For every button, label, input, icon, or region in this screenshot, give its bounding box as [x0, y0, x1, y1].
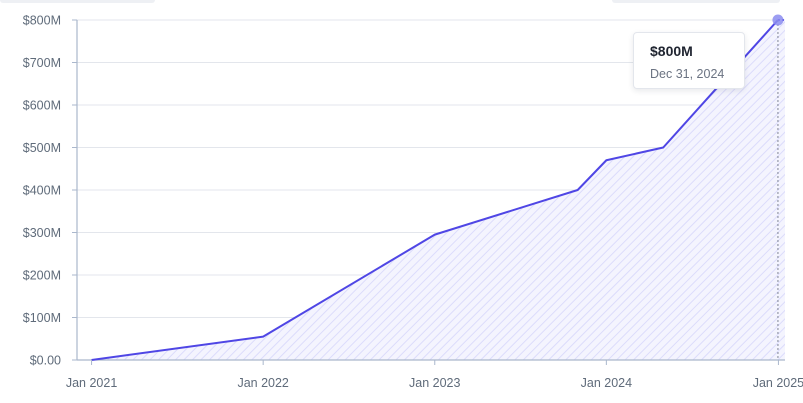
y-tick-label: $500M — [23, 141, 61, 155]
y-tick-label: $200M — [23, 269, 61, 283]
y-tick-label: $700M — [23, 56, 61, 70]
tooltip-date: Dec 31, 2024 — [650, 67, 725, 81]
highlight-layer — [772, 14, 785, 360]
y-tick-label: $600M — [23, 99, 61, 113]
y-tick-label: $300M — [23, 226, 61, 240]
x-tick-label: Jan 2025 — [753, 376, 803, 390]
highlight-point — [772, 14, 784, 26]
x-tick-label: Jan 2021 — [66, 376, 117, 390]
top-left-header-fragment — [0, 0, 155, 3]
area-fill-layer — [91, 20, 785, 360]
tooltip-value: $800M — [650, 43, 693, 59]
y-tick-label: $0.00 — [30, 354, 61, 368]
y-axis-ticks: $0.00 $100M $200M $300M $400M $500M $600M $700M… — [23, 14, 77, 368]
y-tick-label: $400M — [23, 184, 61, 198]
y-tick-label: $100M — [23, 311, 61, 325]
x-tick-label: Jan 2024 — [581, 376, 632, 390]
y-tick-label: $800M — [23, 14, 61, 28]
top-right-header-fragment — [612, 0, 780, 3]
x-tick-label: Jan 2022 — [237, 376, 288, 390]
x-axis-ticks: Jan 2021 Jan 2022 Jan 2023 Jan 2024 Jan 2025 — [66, 360, 803, 390]
area-fill — [91, 20, 785, 360]
series-line-layer — [91, 19, 779, 361]
x-tick-label: Jan 2023 — [409, 376, 460, 390]
series-line — [91, 19, 779, 361]
data-tooltip: $800M Dec 31, 2024 — [633, 32, 745, 89]
